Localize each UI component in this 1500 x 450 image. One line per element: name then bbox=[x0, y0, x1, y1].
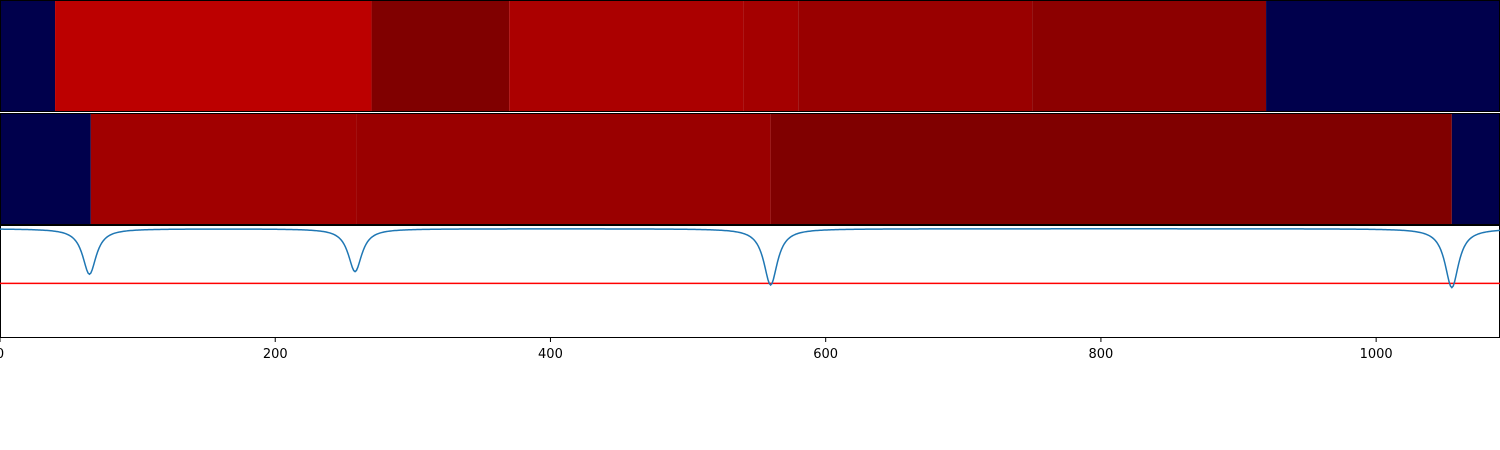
heatmap-cell bbox=[371, 1, 510, 112]
x-tick-label: 800 bbox=[1089, 347, 1114, 362]
heatmap-cell bbox=[770, 114, 1452, 225]
line-panel bbox=[0, 225, 1500, 338]
heatmap-cell bbox=[90, 114, 357, 225]
heatmap-cell bbox=[55, 1, 372, 112]
heatmap-cell bbox=[0, 114, 91, 225]
signal-line bbox=[0, 228, 1500, 289]
x-tick-label: 200 bbox=[263, 347, 288, 362]
heatmap-cell bbox=[1266, 1, 1500, 112]
heatmap-cell bbox=[0, 1, 56, 112]
heatmap-cell bbox=[356, 114, 771, 225]
x-tick-label: 1000 bbox=[1360, 347, 1393, 362]
x-axis: 0 200 400 600 800 1000 bbox=[0, 338, 1393, 362]
heatmap-cell bbox=[509, 1, 744, 112]
x-tick-label: 600 bbox=[813, 347, 838, 362]
x-tick-label: 0 bbox=[0, 347, 4, 362]
heatmap-row-bottom bbox=[0, 114, 1500, 225]
heatmap-cell bbox=[1451, 114, 1500, 225]
line-panel-frame bbox=[0, 225, 1500, 338]
heatmap-cell bbox=[1032, 1, 1267, 112]
x-tick-label: 400 bbox=[538, 347, 563, 362]
heatmap-row-top bbox=[0, 1, 1500, 112]
heatmap-cell bbox=[743, 1, 799, 112]
heatmap-cell bbox=[798, 1, 1033, 112]
